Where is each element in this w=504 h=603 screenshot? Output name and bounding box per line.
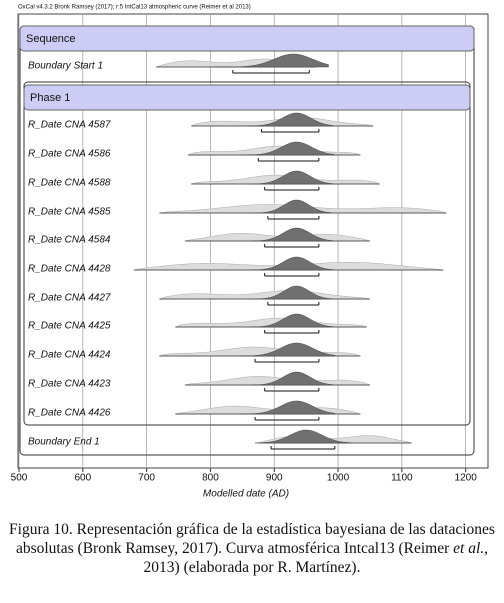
caption-text: et al. [453,540,485,557]
row-label: R_Date CNA 4425 [28,321,111,332]
posterior-distribution [250,256,333,271]
caption-text: , 2013) (elaborada por R. Martínez). [143,540,489,576]
x-tick-label: 1000 [327,473,350,484]
posterior-distribution [254,199,332,214]
x-tick-label: 1100 [391,473,413,484]
group-label: Phase 1 [30,92,70,104]
caption-text: Figura 10. Representación gráfica de la … [9,521,495,557]
phase-header [23,84,471,111]
group-label: Sequence [26,33,76,45]
chart-header: OxCal v4.3.2 Bronk Ramsey (2017); r:5 In… [18,5,251,11]
phase-box [23,81,471,426]
x-tick-label: 500 [11,473,28,484]
posterior-distribution [246,112,334,127]
posterior-distribution [250,170,333,185]
caption: Figura 10. Representación gráfica de la … [8,520,496,577]
sequence-header [19,25,475,52]
posterior-distribution [254,429,352,444]
row-label: R_Date CNA 4427 [28,293,111,304]
row-label: R_Date CNA 4424 [28,350,111,361]
posterior-distribution [250,227,333,242]
x-tick-label: 600 [74,473,91,484]
posterior-distribution [254,285,332,300]
row-label: R_Date CNA 4584 [28,235,111,246]
chart: OxCal v4.3.2 Bronk Ramsey (2017); r:5 In… [11,5,489,500]
row-label: R_Date CNA 4587 [28,120,111,131]
row-label: R_Date CNA 4588 [28,178,111,189]
posterior-distribution [238,342,336,357]
x-tick-label: 1200 [455,473,478,484]
x-tick-label: 700 [138,473,155,484]
posterior-distribution [242,141,335,156]
posterior-distribution [250,313,333,328]
row-label: R_Date CNA 4428 [28,264,111,275]
posterior-distribution [213,53,329,68]
row-label: R_Date CNA 4585 [28,207,111,218]
x-tick-label: 900 [266,473,283,484]
row-label: Boundary End 1 [28,437,100,448]
row-label: R_Date CNA 4586 [28,149,111,160]
x-tick-label: 800 [202,473,219,484]
row-label: R_Date CNA 4423 [28,379,111,390]
x-axis-label: Modelled date (AD) [203,489,289,500]
posterior-distribution [238,400,336,415]
row-label: Boundary Start 1 [28,61,103,72]
posterior-distribution [250,371,333,386]
row-label: R_Date CNA 4426 [28,408,111,419]
